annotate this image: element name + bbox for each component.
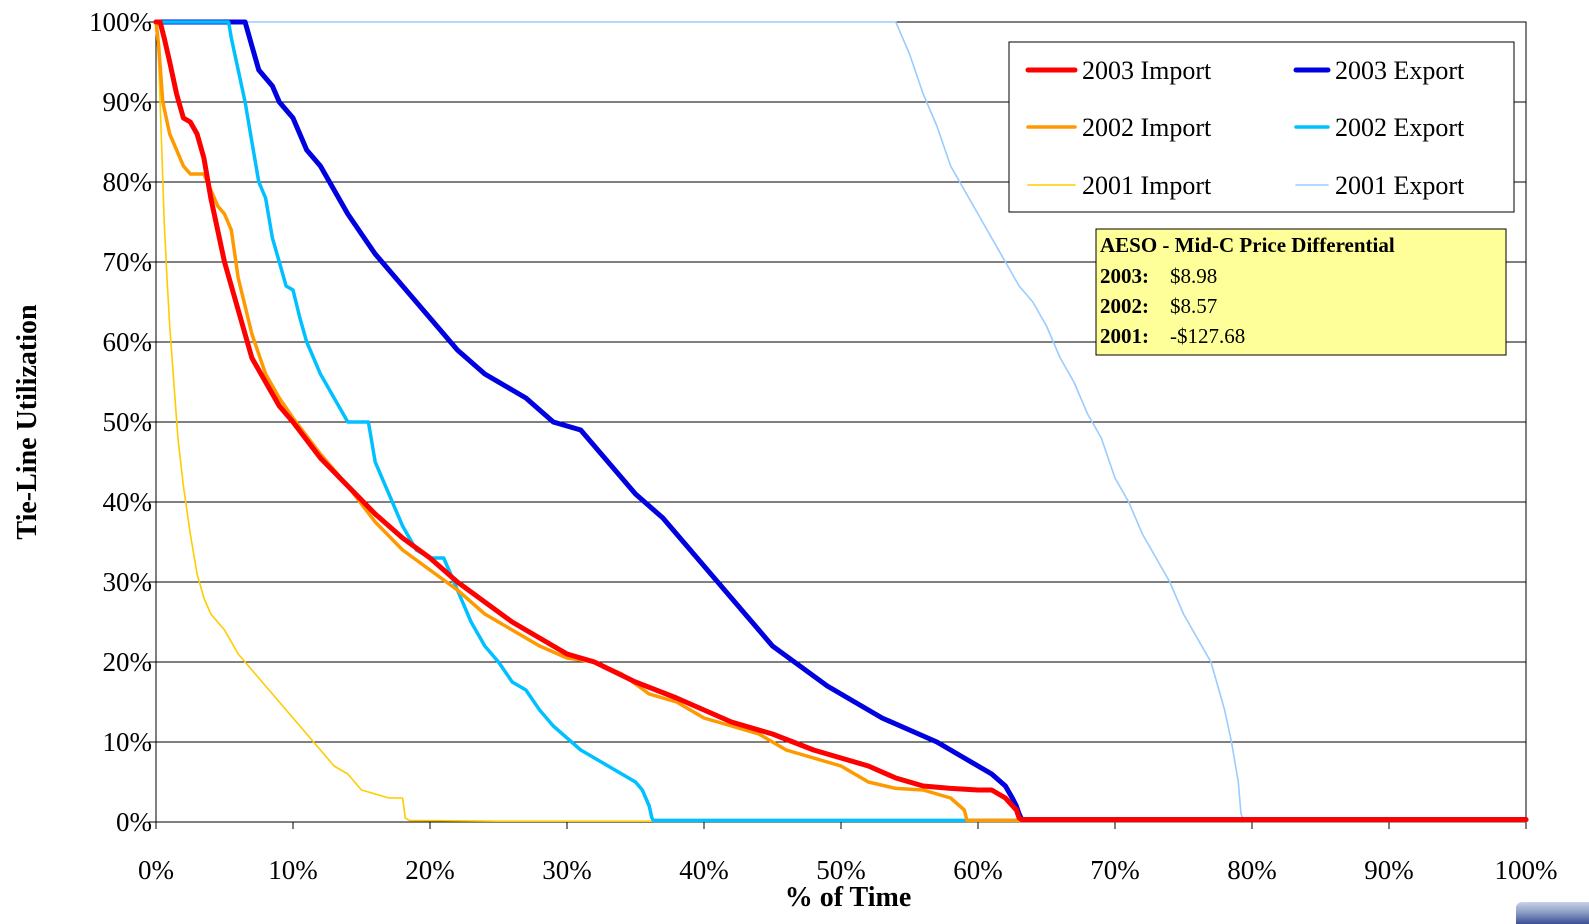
x-tick-label: 30% bbox=[542, 855, 592, 885]
y-tick-label: 40% bbox=[103, 487, 153, 517]
price-2001-label: 2001: bbox=[1100, 324, 1149, 348]
y-tick-label: 60% bbox=[103, 327, 153, 357]
price-differential-background bbox=[1095, 228, 1507, 356]
x-tick-label: 0% bbox=[138, 855, 174, 885]
legend-label-2002-import: 2002 Import bbox=[1082, 113, 1212, 142]
y-tick-label: 50% bbox=[103, 407, 153, 437]
legend-label-2001-export: 2001 Export bbox=[1335, 171, 1465, 200]
x-tick-label: 60% bbox=[953, 855, 1003, 885]
x-axis: 0% 10% 20% 30% 40% 50% 60% 70% 80% 90% 100% bbox=[138, 822, 1558, 885]
legend-label-2001-import: 2001 Import bbox=[1082, 171, 1212, 200]
legend-label-2003-import: 2003 Import bbox=[1082, 56, 1212, 85]
series-line-2002-export bbox=[154, 20, 1528, 823]
series-lines bbox=[153, 19, 1529, 823]
series-line-2002-import bbox=[154, 20, 1528, 823]
x-axis-title: % of Time bbox=[785, 882, 912, 913]
y-tick-label: 10% bbox=[103, 727, 153, 757]
x-tick-label: 100% bbox=[1495, 855, 1558, 885]
legend-label-2002-export: 2002 Export bbox=[1335, 113, 1465, 142]
y-tick-label: 30% bbox=[103, 567, 153, 597]
y-axis-title: Tie-Line Utilization bbox=[12, 304, 43, 540]
x-tick-label: 40% bbox=[679, 855, 729, 885]
series-line-2003-import bbox=[153, 19, 1529, 823]
price-2002-label: 2002: bbox=[1100, 294, 1149, 318]
x-tick-label: 10% bbox=[268, 855, 318, 885]
price-2003-label: 2003: bbox=[1100, 264, 1149, 288]
legend-box bbox=[1008, 41, 1515, 213]
x-tick-label: 80% bbox=[1227, 855, 1277, 885]
price-2002-value: $8.57 bbox=[1170, 294, 1217, 318]
y-axis: 0% 10% 20% 30% 40% 50% 60% 70% 80% 90% 100% bbox=[89, 7, 156, 837]
series-line-2001-export bbox=[155, 21, 1527, 822]
legend: 2003 Import 2002 Import 2001 Import 2003 Ex… bbox=[1008, 41, 1515, 213]
x-tick-label: 70% bbox=[1090, 855, 1140, 885]
series-line-2003-export bbox=[153, 19, 1529, 823]
slide-corner-decoration bbox=[1516, 902, 1589, 924]
price-2003-value: $8.98 bbox=[1170, 264, 1217, 288]
series-line-2001-import bbox=[155, 21, 1527, 823]
price-differential-heading: AESO - Mid-C Price Differential bbox=[1100, 233, 1395, 257]
x-tick-label: 90% bbox=[1364, 855, 1414, 885]
y-tick-label: 90% bbox=[103, 87, 153, 117]
price-differential-box: AESO - Mid-C Price Differential 2003: $8… bbox=[1095, 228, 1507, 356]
y-tick-label: 20% bbox=[103, 647, 153, 677]
x-tick-label: 50% bbox=[816, 855, 866, 885]
y-tick-label: 100% bbox=[89, 7, 152, 37]
price-2001-value: -$127.68 bbox=[1170, 324, 1245, 348]
y-tick-label: 80% bbox=[103, 167, 153, 197]
x-tick-label: 20% bbox=[405, 855, 455, 885]
y-tick-label: 70% bbox=[103, 247, 153, 277]
y-tick-label: 0% bbox=[116, 807, 152, 837]
legend-label-2003-export: 2003 Export bbox=[1335, 56, 1465, 85]
